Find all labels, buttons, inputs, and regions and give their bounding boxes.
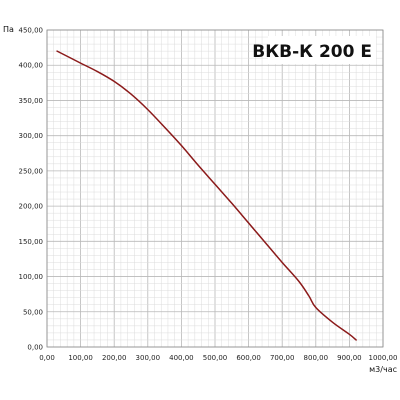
x-tick-label: 600,00 — [236, 354, 261, 362]
x-tick-label: 1000,00 — [369, 354, 398, 362]
x-tick-label: 0,00 — [39, 354, 55, 362]
y-tick-label: 250,00 — [19, 167, 44, 175]
x-axis-label: м3/час — [369, 365, 397, 374]
plot-frame — [46, 29, 384, 348]
chart-title: ВКВ-К 200 Е — [252, 42, 372, 62]
y-tick-label: 0,00 — [27, 344, 43, 352]
y-tick-label: 400,00 — [19, 62, 44, 70]
chart-grid — [46, 29, 384, 348]
series-layer — [56, 50, 357, 341]
x-tick-label: 800,00 — [304, 354, 329, 362]
y-tick-label: 100,00 — [19, 273, 44, 281]
y-tick-label: 50,00 — [23, 308, 43, 316]
y-tick-labels: 0,00 50,00 100,00 150,00 200,00 250,00 300,00 3… — [19, 27, 44, 352]
y-tick-label: 450,00 — [19, 27, 44, 35]
y-tick-label: 200,00 — [19, 203, 44, 211]
x-tick-label: 700,00 — [270, 354, 295, 362]
x-tick-label: 900,00 — [337, 354, 362, 362]
title-background — [268, 36, 376, 64]
x-tick-label: 100,00 — [68, 354, 93, 362]
x-tick-label: 500,00 — [203, 354, 228, 362]
plot-border — [46, 29, 384, 348]
x-tick-label: 400,00 — [169, 354, 194, 362]
y-tick-label: 350,00 — [19, 97, 44, 105]
x-tick-label: 300,00 — [136, 354, 161, 362]
y-tick-label: 150,00 — [19, 238, 44, 246]
fan-curve-line — [56, 50, 357, 341]
x-tick-labels: 0,00 100,00 200,00 300,00 400,00 500,00 600,00… — [39, 354, 397, 362]
x-tick-label: 200,00 — [102, 354, 127, 362]
y-tick-label: 300,00 — [19, 132, 44, 140]
y-axis-label: Па — [3, 25, 14, 34]
